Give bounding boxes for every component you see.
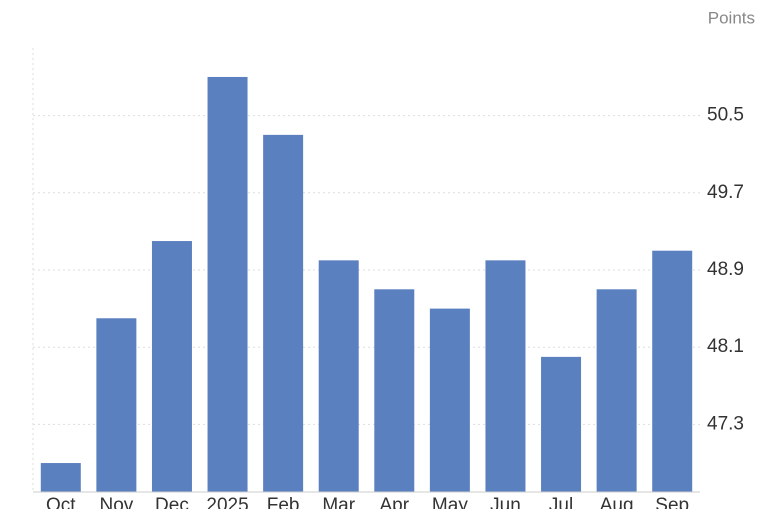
- bar: [318, 260, 359, 492]
- bar: [429, 308, 470, 492]
- x-tick-label: Dec: [155, 495, 189, 509]
- bar: [263, 134, 304, 492]
- x-tick-label: Aug: [600, 495, 634, 509]
- y-tick-label: 48.9: [707, 259, 744, 280]
- x-tick-label: Jul: [549, 495, 573, 509]
- bar: [374, 289, 415, 492]
- bar: [40, 463, 81, 492]
- y-tick-label: 48.1: [707, 336, 744, 357]
- x-tick-label: Mar: [322, 495, 355, 509]
- x-tick-label: Jun: [490, 495, 521, 509]
- bar: [151, 241, 192, 492]
- y-tick-label: 50.5: [707, 105, 744, 126]
- unit-label: Points: [708, 8, 755, 27]
- x-tick-label: Oct: [46, 495, 76, 509]
- x-tick-label: Feb: [267, 495, 300, 509]
- bar: [485, 260, 526, 492]
- bar: [207, 76, 248, 493]
- y-tick-label: 47.3: [707, 413, 744, 434]
- bar: [96, 318, 137, 492]
- x-tick-label: May: [432, 495, 468, 509]
- x-tick-label: Sep: [655, 495, 689, 509]
- bar: [596, 289, 637, 492]
- x-tick-label: Apr: [380, 495, 410, 509]
- x-tick-label: 2025: [206, 495, 248, 509]
- bar: [652, 250, 693, 492]
- x-tick-label: Nov: [99, 495, 133, 509]
- bar: [541, 356, 582, 492]
- y-tick-label: 49.7: [707, 182, 744, 203]
